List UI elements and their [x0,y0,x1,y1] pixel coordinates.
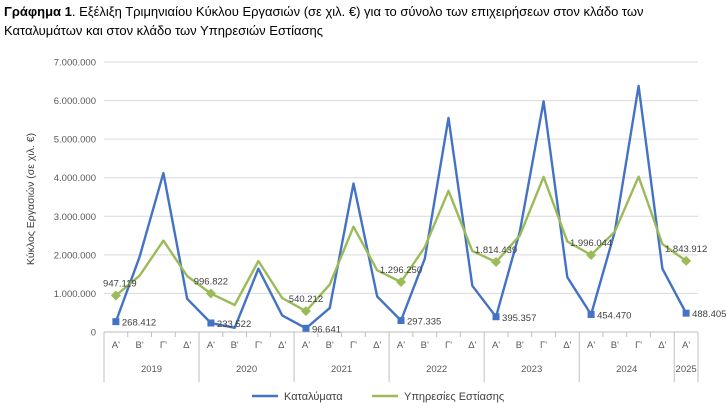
data-point-marker [682,309,690,317]
data-point-marker [587,310,595,318]
x-tick-label: Γ' [255,340,262,351]
x-tick-label: Α' [682,340,690,351]
data-label: 1.996.044 [570,238,612,249]
data-point-marker [300,306,311,317]
x-tick-label: Γ' [540,340,547,351]
x-tick-label: Β' [326,340,334,351]
x-tick-label: Γ' [445,340,452,351]
data-label: 233.522 [217,319,251,330]
x-tick-label: Α' [587,340,595,351]
x-tick-label: Γ' [160,340,167,351]
series-lines [110,84,692,332]
data-point-marker [396,277,406,288]
data-point-marker [112,318,120,326]
data-point-marker [207,319,215,327]
x-tick-label: Δ' [468,340,476,351]
data-point-marker [491,257,502,268]
data-label: 996.822 [194,277,228,288]
data-label: 268.412 [122,318,156,329]
series-line-accommodation [114,84,688,330]
legend-label: Καταλύματα [284,391,343,403]
y-tick-label: 6.000.000 [54,96,96,107]
y-tick-label: 5.000.000 [54,135,96,146]
data-label: 1.296.250 [380,265,422,276]
x-tick-label: Α' [207,340,215,351]
x-tick-label: Α' [302,340,310,351]
data-point-marker [492,313,500,321]
data-point-marker [110,290,121,301]
x-tick-label: Δ' [658,340,666,351]
year-label: 2022 [426,364,447,375]
line-chart: 0 1.000.000 2.000.000 3.000.000 4.000.000 5.0… [25,58,726,404]
year-label: 2024 [616,364,637,375]
x-tick-label: Δ' [183,340,191,351]
data-point-marker [397,317,405,325]
y-tick-label: 0 [91,328,96,339]
x-tick-label: Γ' [635,340,642,351]
data-point-marker [586,250,597,261]
gridlines [104,61,698,294]
chart-caption: Γράφημα 1. Εξέλιξη Τριμηνιαίου Κύκλου Ερ… [4,2,722,40]
data-label: 395.357 [502,313,536,324]
data-point-marker [205,288,216,299]
year-label: 2025 [676,364,697,375]
y-tick-label: 1.000.000 [54,289,96,300]
x-tick-label: Α' [492,340,500,351]
x-tick-label: Α' [397,340,405,351]
x-axis: Α' Β' Γ' Δ' Α' Β' Γ' Δ' Α' Β' Γ' Δ' Α' Β' Γ' Δ' Α' Β' Γ' Δ'… [103,331,699,382]
legend: Καταλύματα Υπηρεσίες Εστίασης [252,391,504,403]
y-axis-label: Κύκλος Εργασιών (σε χιλ. €) [25,133,37,265]
data-label: 96.641 [312,324,341,335]
data-label: 454.470 [597,310,631,321]
legend-label: Υπηρεσίες Εστίασης [404,391,504,403]
x-tick-label: Α' [112,340,120,351]
year-label: 2023 [521,364,542,375]
x-tick-label: Β' [136,340,144,351]
data-label: 947.119 [103,278,137,289]
y-tick-label: 4.000.000 [54,173,96,184]
y-tick-label: 3.000.000 [54,212,96,223]
data-labels: 268.412 233.522 96.641 297.335 395.357 454.47… [103,238,726,335]
x-tick-label: Β' [611,340,619,351]
y-tick-label: 2.000.000 [54,250,96,261]
x-tick-label: Δ' [373,340,381,351]
data-label: 488.405 [692,309,726,320]
data-label: 1.843.912 [665,244,707,255]
data-point-marker [681,255,692,266]
x-tick-label: Δ' [563,340,571,351]
data-label: 1.814.439 [475,245,517,256]
data-point-marker [302,324,310,332]
year-label: 2021 [331,364,352,375]
year-label: 2020 [236,364,257,375]
x-tick-label: Β' [516,340,524,351]
y-axis-ticks: 0 1.000.000 2.000.000 3.000.000 4.000.000 5.0… [54,58,96,339]
data-label: 297.335 [407,317,441,328]
caption-text: . Εξέλιξη Τριμηνιαίου Κύκλου Εργασιών (σ… [4,4,644,38]
y-tick-label: 7.000.000 [54,58,96,69]
x-tick-label: Γ' [350,340,357,351]
x-tick-label: Δ' [278,340,286,351]
x-tick-label: Β' [421,340,429,351]
year-label: 2019 [141,364,162,375]
caption-lead: Γράφημα 1 [4,4,72,19]
data-label: 540.212 [289,294,323,305]
x-tick-label: Β' [231,340,239,351]
